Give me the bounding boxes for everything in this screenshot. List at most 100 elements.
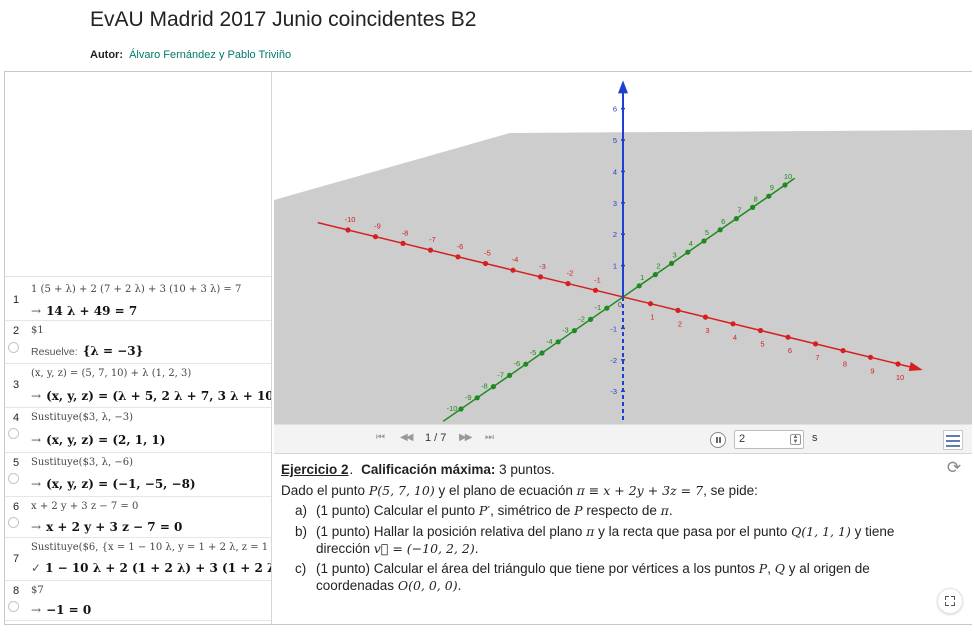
algebra-row[interactable]: 2 $1 Resuelve: {λ = −3}: [5, 321, 271, 364]
y-axis-tick-label: 3: [673, 250, 677, 259]
next-page-icon[interactable]: ▶▶: [459, 432, 472, 443]
algebra-row[interactable]: 7 Sustituye($6, {x = 1 − 10 λ, y = 1 + 2…: [5, 538, 271, 581]
exercise-title-dot: .: [349, 462, 354, 477]
x-axis-tick-label: 3: [705, 326, 709, 335]
graphics-3d-view[interactable]: -10 -9 -8 -7 -6 -5 -4 -3 -2 -1 1 2 3 4 5 6 7 8 9 10 -10 -9 -8-…: [274, 72, 972, 424]
row-output-text: (x, y, z) = (2, 1, 1): [46, 433, 166, 447]
x-axis-tick: [345, 227, 351, 233]
row-output-text: −1 = 0: [46, 603, 92, 617]
y-axis-tick: [571, 328, 577, 334]
exercise-item-b-cont: dirección v⃗ = (−10, 2, 2).: [316, 541, 478, 556]
row-output-text: (x, y, z) = (−1, −5, −8): [46, 477, 196, 491]
item-end: .: [668, 503, 673, 518]
first-page-icon[interactable]: ⏮: [376, 432, 385, 443]
geogebra-applet: 1 1 (5 + λ) + 2 (7 + 2 λ) + 3 (10 + 3 λ)…: [4, 71, 972, 625]
y-axis-tick-label: 4: [689, 239, 693, 248]
row-output: → 14 λ + 49 = 7: [31, 304, 137, 318]
x-axis-tick: [455, 254, 461, 260]
x-axis-tick-label: -7: [429, 235, 436, 244]
y-axis-tick-label: -6: [513, 359, 520, 368]
item-math: v⃗ = (−10, 2, 2): [373, 541, 475, 556]
visibility-toggle[interactable]: [8, 601, 19, 612]
row-number: 3: [12, 379, 20, 391]
item-text: (1 punto) Calcular el área del triángulo…: [316, 561, 756, 576]
x-axis-tick-label: -4: [512, 255, 519, 264]
y-axis-tick-label: -9: [465, 393, 472, 402]
algebra-row[interactable]: 1 1 (5 + λ) + 2 (7 + 2 λ) + 3 (10 + 3 λ)…: [5, 280, 271, 321]
z-axis-tick-label: 5: [613, 136, 617, 145]
algebra-input-area[interactable]: [5, 72, 271, 277]
item-label: a): [295, 503, 308, 518]
y-axis-tick-label: -7: [497, 370, 504, 379]
item-label: b): [295, 524, 308, 539]
exercise-title: Ejercicio 2: [281, 462, 349, 477]
z-axis-tick-label: -3: [610, 387, 617, 396]
intro-text: Dado el punto: [281, 483, 366, 498]
x-axis-tick: [372, 234, 379, 240]
author-link[interactable]: Álvaro Fernández y Pablo Triviño: [129, 49, 292, 61]
item-text: dirección: [316, 541, 371, 556]
algebra-row[interactable]: 3 (x, y, z) = (5, 7, 10) + λ (1, 2, 3) →…: [5, 364, 271, 408]
prev-page-icon[interactable]: ◀◀: [400, 432, 413, 443]
origin-label: 0: [618, 300, 622, 309]
resuelve-label: Resuelve:: [31, 346, 78, 358]
item-text: y al origen de: [788, 561, 870, 576]
grade-label: Calificación máxima:: [361, 462, 496, 477]
algebra-row[interactable]: 6 x + 2 y + 3 z − 7 = 0 → x + 2 y + 3 z −…: [5, 497, 271, 538]
x-axis-tick-label: -1: [594, 275, 601, 284]
item-label: c): [295, 561, 307, 576]
last-page-icon[interactable]: ⏭: [485, 432, 494, 443]
algebra-row[interactable]: 8 $7 → −1 = 0: [5, 581, 271, 621]
row-number: 5: [12, 457, 20, 469]
x-axis-tick: [757, 327, 764, 334]
x-axis-tick-label: -3: [539, 262, 546, 271]
x-axis-tick: [537, 274, 544, 280]
speed-input[interactable]: 2: [734, 430, 804, 449]
y-axis-tick: [458, 406, 464, 412]
x-axis-tick: [785, 334, 791, 340]
pause-button[interactable]: [710, 432, 726, 448]
graphics-3d-canvas[interactable]: -10-9-8-7-6-5-4-3-2-112345678910-10-9-8-…: [274, 72, 972, 424]
x-axis-tick-label: 7: [815, 353, 819, 362]
exercise-item-a: a) (1 punto) Calcular el punto P′, simétr…: [295, 503, 673, 518]
y-axis-tick-label: 7: [737, 206, 741, 215]
visibility-toggle[interactable]: [8, 342, 19, 353]
speed-unit: s: [812, 432, 818, 444]
y-axis-tick-label: -2: [578, 314, 585, 323]
row-number: 7: [12, 553, 20, 565]
y-axis-tick-label: 8: [754, 194, 758, 203]
algebra-row[interactable]: 5 Sustituye($3, λ, −6) → (x, y, z) = (−1,…: [5, 453, 271, 497]
algebra-toggle-icon[interactable]: [943, 430, 963, 450]
intro-point: P(5, 7, 10): [368, 483, 435, 498]
exercise-panel: Ejercicio 2. Calificación máxima: 3 punt…: [274, 454, 972, 624]
item-math: π: [660, 503, 669, 518]
y-axis-tick: [701, 238, 707, 244]
x-axis-tick-label: 5: [760, 340, 764, 349]
visibility-toggle[interactable]: [8, 473, 19, 484]
exercise-item-c-cont: coordenadas O(0, 0, 0).: [316, 578, 461, 593]
x-axis-tick: [427, 247, 434, 253]
item-end: .: [474, 541, 479, 556]
spinner-icon[interactable]: ▲ ▼: [790, 434, 801, 445]
y-axis-tick: [636, 283, 642, 289]
fullscreen-icon[interactable]: [937, 588, 963, 614]
x-axis-tick: [592, 287, 599, 293]
x-axis-tick: [812, 341, 819, 347]
y-axis-tick-label: 5: [705, 228, 709, 237]
row-number: 1: [12, 294, 20, 306]
x-axis-tick: [840, 348, 846, 354]
y-axis-tick: [717, 227, 723, 233]
y-axis-tick: [733, 216, 739, 222]
row-number: 8: [12, 585, 20, 597]
intro-plane: π ≡ x + 2y + 3z = 7: [576, 483, 704, 498]
row-input: $1: [31, 325, 44, 336]
item-end: .: [457, 578, 462, 593]
exercise-item-c: c) (1 punto) Calcular el área del triángu…: [295, 561, 870, 576]
visibility-toggle[interactable]: [8, 517, 19, 528]
y-axis-tick: [669, 260, 675, 266]
x-axis-tick-label: 10: [896, 373, 904, 382]
algebra-row[interactable]: 4 Sustituye($3, λ, −3) → (x, y, z) = (2, …: [5, 408, 271, 453]
refresh-icon[interactable]: ⟳: [946, 458, 962, 477]
author-label: Autor:: [90, 49, 123, 61]
visibility-toggle[interactable]: [8, 428, 19, 439]
